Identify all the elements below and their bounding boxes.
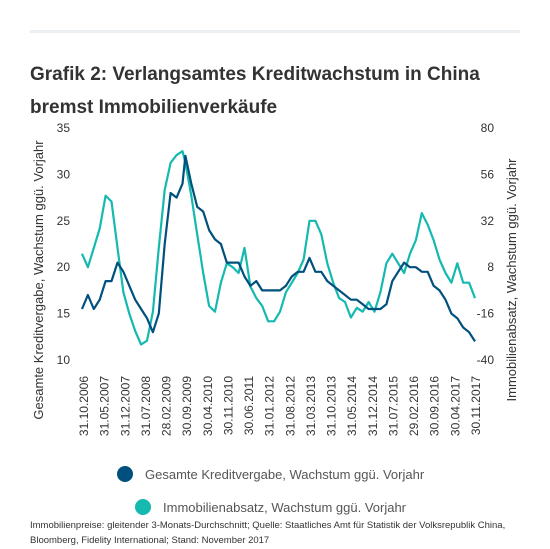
x-tick-label: 30.04.2010 bbox=[201, 376, 215, 436]
x-tick-label: 30.11.2010 bbox=[221, 376, 235, 435]
property-series-line bbox=[80, 150, 477, 346]
x-tick-label: 30.09.2016 bbox=[428, 376, 442, 436]
x-tick-label: 31.10.2006 bbox=[77, 376, 91, 436]
legend-credit-label: Gesamte Kreditvergabe, Wachstum ggü. Vor… bbox=[145, 466, 425, 482]
right-y-tick-label: -16 bbox=[477, 307, 495, 321]
legend-credit-swatch bbox=[117, 466, 133, 482]
x-tick-label: 31.01.2012 bbox=[263, 376, 277, 436]
x-tick-label: 28.02.2009 bbox=[160, 376, 174, 436]
x-tick-label: 31.12.2014 bbox=[366, 376, 380, 436]
x-tick-label: 31.07.2008 bbox=[139, 376, 153, 436]
right-y-tick-label: 80 bbox=[481, 121, 495, 135]
legend-property-label: Immobilienabsatz, Wachstum ggü. Vorjahr bbox=[163, 499, 407, 515]
left-axis-title: Gesamte Kreditvergabe, Wachstum ggü. Vor… bbox=[31, 140, 46, 420]
right-y-tick-label: -40 bbox=[477, 353, 495, 367]
x-tick-label: 30.06.2011 bbox=[242, 376, 256, 435]
x-tick-label: 31.10.2013 bbox=[325, 376, 339, 436]
top-divider bbox=[30, 30, 520, 33]
chart-title: Grafik 2: Verlangsamtes Kreditwachstum i… bbox=[30, 64, 480, 118]
x-tick-label: 31.05.2014 bbox=[345, 376, 359, 436]
right-axis-title: Immobilienabsatz, Wachstum ggü. Vorjahr bbox=[504, 158, 519, 402]
x-tick-label: 31.03.2013 bbox=[304, 376, 318, 436]
left-y-tick-label: 20 bbox=[57, 260, 71, 274]
x-tick-label: 31.07.2015 bbox=[386, 376, 400, 436]
right-y-tick-label: 56 bbox=[481, 167, 495, 181]
x-tick-label: 30.04.2017 bbox=[448, 376, 462, 436]
left-y-tick-label: 30 bbox=[57, 167, 71, 181]
left-y-tick-label: 15 bbox=[57, 307, 71, 321]
footnote: Immobilienpreise: gleitender 3-Monats-Du… bbox=[30, 520, 506, 546]
right-y-tick-label: 32 bbox=[481, 214, 495, 228]
x-tick-label: 31.05.2007 bbox=[98, 376, 112, 436]
left-y-tick-label: 10 bbox=[57, 353, 71, 367]
left-y-tick-label: 25 bbox=[57, 214, 71, 228]
x-tick-label: 29.02.2016 bbox=[407, 376, 421, 436]
x-tick-label: 30.11.2017 bbox=[469, 376, 483, 435]
legend-item-credit: Gesamte Kreditvergabe, Wachstum ggü. Vor… bbox=[117, 466, 424, 482]
x-tick-label: 31.08.2012 bbox=[283, 376, 297, 436]
left-y-tick-label: 35 bbox=[57, 121, 71, 135]
right-y-tick-label: 8 bbox=[487, 260, 494, 274]
credit-series-line bbox=[80, 154, 476, 342]
x-tick-label: 30.09.2009 bbox=[180, 376, 194, 436]
legend-item-property: Immobilienabsatz, Wachstum ggü. Vorjahr bbox=[135, 499, 406, 515]
x-tick-label: 31.12.2007 bbox=[118, 376, 132, 436]
legend-property-swatch bbox=[135, 499, 151, 515]
